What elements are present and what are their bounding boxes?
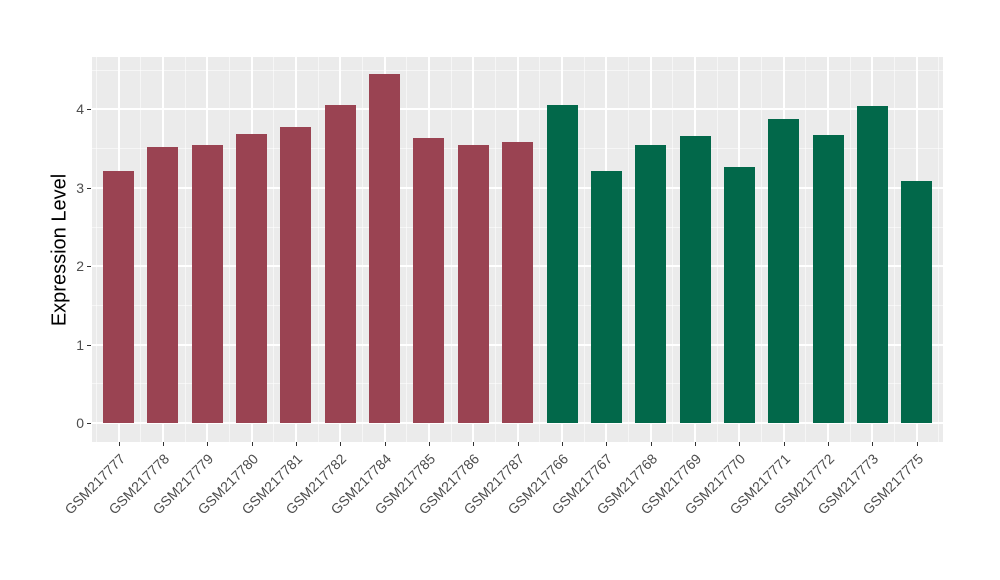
- x-tick-mark: [872, 442, 874, 446]
- gridline-minor-vertical: [273, 57, 275, 442]
- bar-GSM217786: [457, 145, 489, 423]
- x-tick-mark: [473, 442, 475, 446]
- bar-GSM217773: [856, 106, 888, 423]
- x-tick-mark: [428, 442, 430, 446]
- gridline-minor-vertical: [95, 57, 97, 442]
- x-tick-mark: [828, 442, 830, 446]
- y-tick-label: 4: [76, 101, 84, 118]
- x-tick-mark: [916, 442, 918, 446]
- bar-GSM217785: [413, 137, 445, 423]
- bar-GSM217779: [191, 144, 223, 423]
- bar-GSM217767: [590, 171, 622, 423]
- x-tick-mark: [118, 442, 120, 446]
- gridline-minor-vertical: [184, 57, 186, 442]
- x-tick-mark: [783, 442, 785, 446]
- bar-GSM217781: [280, 127, 312, 423]
- gridline-minor-vertical: [805, 57, 807, 442]
- bar-GSM217771: [768, 118, 800, 423]
- bar-GSM217775: [901, 180, 933, 423]
- y-tick-mark: [87, 423, 91, 424]
- x-tick-mark: [517, 442, 519, 446]
- bar-GSM217784: [369, 74, 401, 423]
- y-tick-mark: [87, 344, 91, 346]
- bar-GSM217768: [635, 145, 667, 423]
- gridline-minor-vertical: [938, 57, 940, 442]
- bar-GSM217770: [723, 166, 755, 423]
- x-tick-mark: [340, 442, 342, 446]
- bar-GSM217772: [812, 135, 844, 423]
- gridline-minor-vertical: [849, 57, 851, 442]
- gridline-minor-vertical: [716, 57, 718, 442]
- gridline-minor-vertical: [317, 57, 319, 442]
- y-axis-title-text: Expression Level: [48, 173, 71, 327]
- y-tick-mark: [87, 109, 91, 111]
- gridline-minor-vertical: [761, 57, 763, 442]
- x-tick-mark: [695, 442, 697, 446]
- x-tick-mark: [739, 442, 741, 446]
- bar-GSM217782: [324, 104, 356, 423]
- x-tick-mark: [562, 442, 563, 446]
- x-tick-mark: [295, 442, 297, 446]
- gridline-minor-vertical: [672, 57, 674, 442]
- y-tick-label: 0: [76, 415, 84, 431]
- gridline-minor-vertical: [140, 57, 142, 442]
- gridline-minor-vertical: [406, 57, 408, 442]
- bar-GSM217778: [147, 147, 179, 423]
- x-tick-mark: [162, 442, 164, 446]
- gridline-minor-vertical: [628, 57, 630, 442]
- gridline-minor-vertical: [361, 57, 363, 442]
- y-tick-label: 1: [76, 336, 84, 353]
- x-tick-mark: [207, 442, 209, 446]
- bar-GSM217769: [679, 136, 711, 423]
- x-tick-mark: [650, 442, 652, 446]
- bar-GSM217766: [546, 105, 578, 423]
- gridline-minor-vertical: [450, 57, 452, 442]
- plot-panel: [92, 57, 943, 442]
- x-tick-mark: [384, 442, 386, 446]
- gridline-minor-vertical: [494, 57, 496, 442]
- bar-GSM217777: [103, 170, 134, 423]
- y-tick-mark: [87, 266, 91, 268]
- y-tick-label: 2: [76, 258, 84, 275]
- bar-GSM217780: [236, 133, 268, 423]
- x-tick-mark: [251, 442, 253, 446]
- y-tick-label: 3: [76, 179, 84, 196]
- y-tick-mark: [87, 187, 91, 189]
- x-tick-mark: [606, 442, 608, 446]
- gridline-minor-vertical: [228, 57, 230, 442]
- gridline-minor-vertical: [583, 57, 585, 442]
- bar-GSM217787: [502, 141, 534, 423]
- gridline-minor-vertical: [539, 57, 541, 442]
- gridline-minor-vertical: [894, 57, 896, 442]
